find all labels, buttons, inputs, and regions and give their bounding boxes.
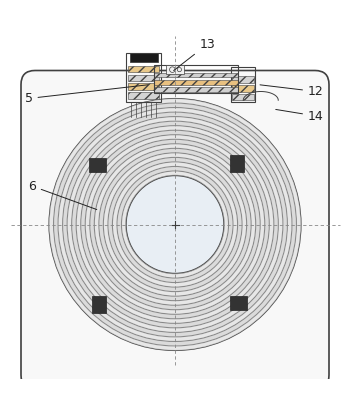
Bar <box>154 87 238 92</box>
Bar <box>128 66 159 72</box>
Text: 6: 6 <box>28 179 97 210</box>
Circle shape <box>126 175 224 274</box>
Bar <box>128 75 159 81</box>
Bar <box>230 296 247 310</box>
Bar <box>154 72 238 77</box>
Bar <box>92 296 106 313</box>
Bar <box>128 92 159 98</box>
Text: 14: 14 <box>276 109 324 123</box>
Bar <box>128 83 159 90</box>
Bar <box>126 53 161 102</box>
Bar <box>232 85 254 92</box>
Text: 13: 13 <box>174 38 215 70</box>
Text: 5: 5 <box>25 85 148 105</box>
FancyBboxPatch shape <box>21 70 329 389</box>
Bar <box>154 65 238 93</box>
Bar <box>130 53 158 62</box>
Bar <box>154 80 238 85</box>
Bar <box>232 77 254 83</box>
Bar <box>166 65 184 74</box>
Text: 12: 12 <box>260 85 324 98</box>
Bar <box>232 94 254 100</box>
Bar <box>230 155 244 172</box>
Bar <box>89 158 106 172</box>
Bar <box>231 67 255 102</box>
